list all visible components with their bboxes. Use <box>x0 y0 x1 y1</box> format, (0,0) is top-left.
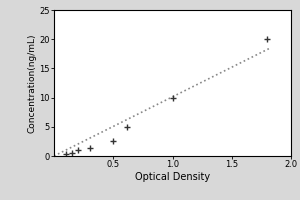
X-axis label: Optical Density: Optical Density <box>135 172 210 182</box>
Y-axis label: Concentration(ng/mL): Concentration(ng/mL) <box>28 33 37 133</box>
